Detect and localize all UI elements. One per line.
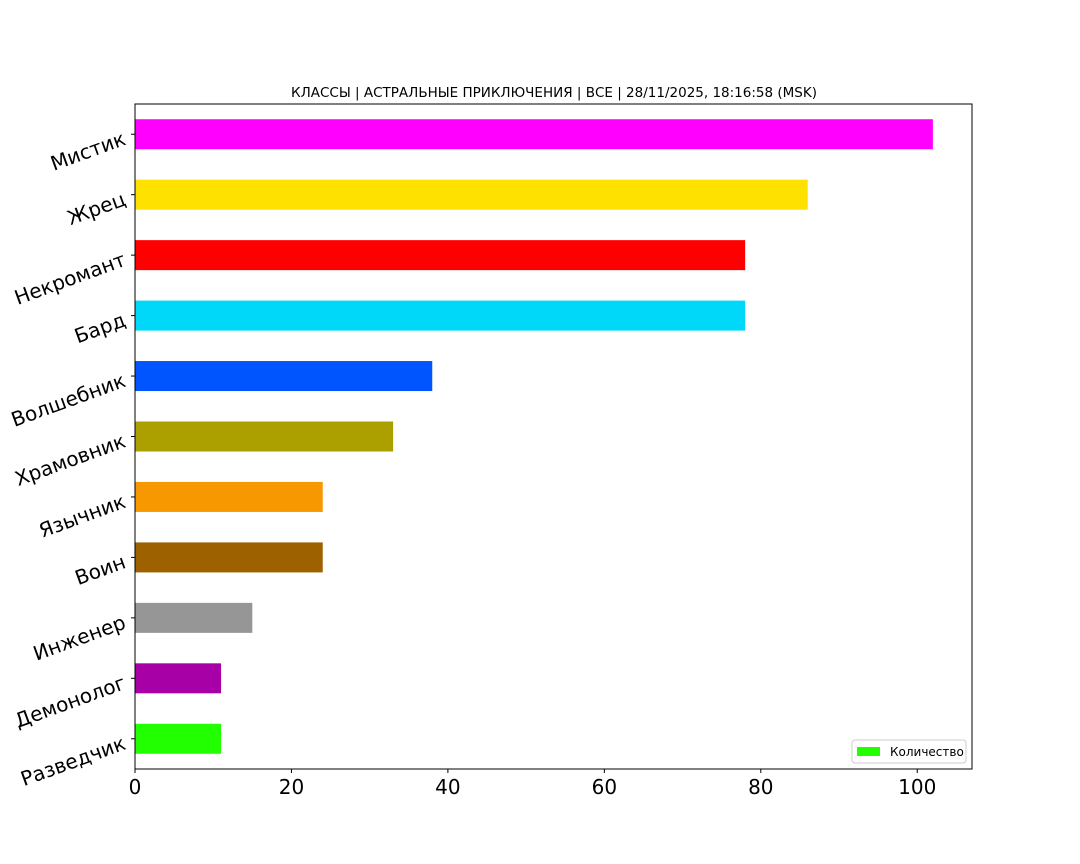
x-tick-label: 0 — [129, 775, 142, 799]
legend: Количество — [851, 739, 967, 764]
bar — [135, 119, 933, 150]
bar — [135, 300, 746, 331]
bar — [135, 240, 746, 271]
y-tick-label: Разведчик — [17, 731, 128, 791]
y-tick-label: Волшебник — [8, 368, 129, 432]
bar — [135, 179, 808, 210]
y-tick-label: Некромант — [11, 247, 129, 309]
x-axis-ticks: 0 20 40 60 80 100 — [129, 769, 936, 799]
y-tick-label: Мистик — [47, 126, 128, 175]
x-tick-label: 40 — [435, 775, 460, 799]
legend-box — [851, 739, 967, 764]
chart-title: КЛАССЫ | АСТРАЛЬНЫЕ ПРИКЛЮЧЕНИЯ | ВСЕ | … — [291, 85, 817, 101]
bars-group — [135, 119, 933, 754]
y-tick-label: Бард — [71, 308, 129, 349]
x-tick-label: 100 — [898, 775, 936, 799]
bar — [135, 481, 323, 512]
x-tick-label: 20 — [279, 775, 304, 799]
y-tick-label: Жрец — [64, 187, 129, 230]
y-tick-label: Язычник — [36, 489, 129, 542]
plot-frame — [134, 103, 973, 770]
legend-swatch — [857, 747, 880, 756]
y-tick-label: Инженер — [30, 610, 129, 666]
legend-label: Количество — [890, 745, 964, 759]
bar — [135, 723, 222, 754]
y-tick-label: Храмовник — [12, 429, 129, 491]
bar — [135, 663, 222, 694]
bar — [135, 361, 433, 392]
y-tick-label: Демонолог — [11, 670, 128, 732]
bar — [135, 602, 253, 633]
bar — [135, 542, 323, 573]
y-tick-label: Воин — [72, 550, 129, 590]
bar — [135, 421, 394, 452]
x-tick-label: 80 — [748, 775, 773, 799]
x-tick-label: 60 — [592, 775, 617, 799]
